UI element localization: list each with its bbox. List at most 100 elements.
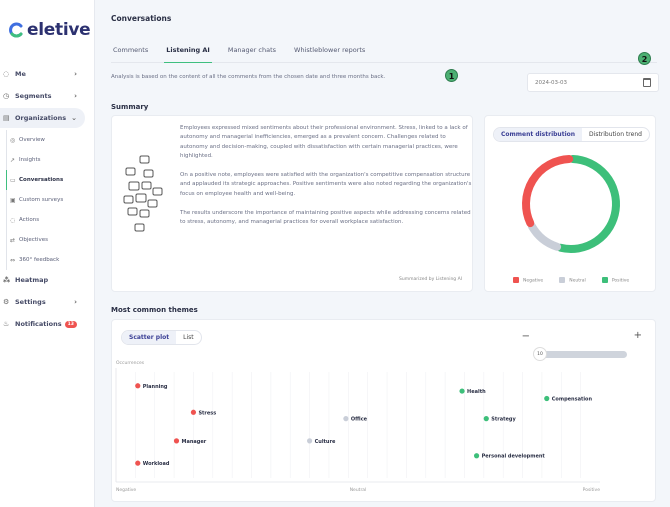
scatter-point[interactable] [459,388,465,394]
tab-comments[interactable]: Comments [113,46,149,54]
sidebar-item-360-feedback[interactable]: ⇔ 360° feedback [7,250,95,270]
slider-handle[interactable]: 10 [533,347,547,361]
point-label: Strategy [491,417,516,423]
distribution-toggle: Comment distribution Distribution trend [493,127,650,142]
point-label: Stress [198,410,216,416]
label: Objectives [19,237,48,243]
calendar-icon[interactable] [643,78,651,87]
point-label: Manager [182,439,207,445]
donut-segment-negative[interactable] [522,155,574,228]
summary-paragraph: On a positive note, employees were satis… [180,172,472,197]
legend-label: Positive [611,278,630,283]
scatter-point[interactable] [473,453,480,459]
label: Settings [15,298,46,306]
marker-1: 1 [445,69,458,82]
donut-segment-neutral[interactable] [527,222,562,251]
x-tick-label: Negative [116,487,136,493]
heatmap-icon: ⁂ [3,276,11,284]
sidebar-item-organizations[interactable]: ▤ Organizations ⌄ [0,108,85,128]
donut-segment-positive[interactable] [556,155,620,253]
logo[interactable]: eletive [8,20,91,40]
summary-text: Employees expressed mixed sentiments abo… [180,124,475,237]
bell-icon: ♨ [3,320,10,328]
scatter-point[interactable] [307,438,313,444]
sidebar: eletive ◌ Me › ◷ Segments › ▤ Organizations ⌄ … [0,0,95,507]
tab-comment-distribution[interactable]: Comment distribution [494,128,583,141]
scatter-point[interactable] [135,460,141,466]
legend-label: Negative [523,278,544,283]
point-label: Culture [315,439,336,445]
user-icon: ◌ [3,70,10,78]
summary-paragraph: Employees expressed mixed sentiments abo… [180,125,468,160]
legend-positive: Positive [601,276,630,283]
sidebar-item-objectives[interactable]: ⇄ Objectives [7,230,95,250]
sidebar-nav: ◌ Me › ◷ Segments › ▤ Organizations ⌄ ◎ Overvie… [0,64,95,336]
sidebar-item-custom-surveys[interactable]: ▣ Custom surveys [7,190,95,210]
x-tick-label: Neutral [350,487,367,493]
sidebar-item-overview[interactable]: ◎ Overview [7,130,95,150]
scatter-point[interactable] [544,395,550,402]
legend-swatch [559,276,566,283]
sidebar-item-me[interactable]: ◌ Me › [0,64,95,84]
point-label: Planning [143,384,168,390]
sidebar-item-insights[interactable]: ↗ Insights [7,150,95,170]
tab-scatter-plot[interactable]: Scatter plot [122,331,177,344]
summarized-by-label: Summarized by Listening AI [399,277,462,282]
point-label: Office [351,417,368,423]
gear-icon: ⚙ [3,298,10,306]
scatter-plot: Occurrences Negative Neutral Positive Planni… [115,360,601,493]
occurrence-slider[interactable]: 10 [533,347,627,361]
label: Actions [19,217,40,223]
tab-listening-ai[interactable]: Listening AI [164,46,212,63]
tab-manager-chats[interactable]: Manager chats [227,46,277,54]
chevron-right-icon: › [74,298,77,306]
chat-bubbles-illustration-icon [123,155,163,232]
sidebar-item-actions[interactable]: ◌ Actions [7,210,95,230]
sidebar-item-settings[interactable]: ⚙ Settings › [0,292,95,312]
tab-list[interactable]: List [183,334,194,341]
summary-card: Employees expressed mixed sentiments abo… [111,115,473,292]
organizations-submenu: ◎ Overview ↗ Insights ▭ Conversations ▣ Cust… [6,130,95,270]
objectives-icon: ⇄ [10,236,16,244]
label: 360° feedback [19,257,60,263]
label: Custom surveys [19,197,64,203]
label: Overview [19,137,45,143]
date-picker[interactable]: 2024-03-03 [527,73,659,92]
point-label: Workload [143,461,170,467]
sidebar-item-segments[interactable]: ◷ Segments › [0,86,95,106]
scatter-point[interactable] [173,438,180,444]
scatter-point[interactable] [135,383,141,389]
main: Conversations Comments Listening AI Mana… [95,0,670,507]
sidebar-item-conversations[interactable]: ▭ Conversations [6,170,95,190]
x-tick-label: Positive [583,487,601,493]
tabs: Comments Listening AI Manager chats Whis… [111,46,657,63]
logo-text: eletive [27,20,91,40]
eletive-logo-icon [9,22,23,38]
scatter-point[interactable] [190,409,197,415]
legend-swatch [601,276,608,283]
point-label: Personal development [482,454,546,460]
tab-distribution-trend[interactable]: Distribution trend [589,131,642,138]
zoom-out-button[interactable]: − [521,331,530,342]
label: Heatmap [15,276,49,284]
sidebar-item-heatmap[interactable]: ⁂ Heatmap [0,270,95,290]
themes-heading: Most common themes [111,306,198,314]
page-title: Conversations [111,14,172,23]
tab-whistleblower-reports[interactable]: Whistleblower reports [294,46,366,54]
organization-icon: ▤ [3,114,10,122]
distribution-card: Comment distribution Distribution trend … [484,115,656,292]
conversations-icon: ▭ [10,176,16,184]
view-toggle: Scatter plot List [121,330,202,345]
zoom-in-button[interactable]: + [633,330,642,341]
segments-icon: ◷ [3,92,10,100]
scatter-point[interactable] [483,416,489,422]
chevron-down-icon: ⌄ [71,114,77,122]
scatter-point[interactable] [343,416,349,422]
chevron-right-icon: › [74,70,77,78]
label: Conversations [19,177,64,183]
donut-chart [522,155,620,253]
themes-card: Scatter plot List − 10 + Occurrences Nega… [111,319,656,502]
sidebar-item-notifications[interactable]: ♨ Notifications 13 [0,314,95,334]
label: Notifications [15,320,62,328]
insights-icon: ↗ [10,156,16,164]
